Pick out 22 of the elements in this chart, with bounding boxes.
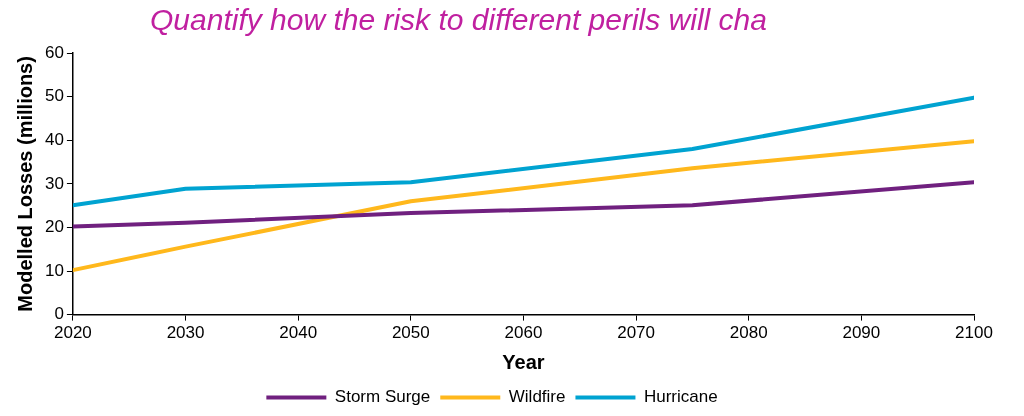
x-tick-label: 2050	[391, 323, 430, 343]
y-tick-label: 50	[44, 86, 64, 106]
legend-label: Storm Surge	[334, 387, 431, 407]
x-tick-label: 2090	[842, 323, 881, 343]
x-tick-label: 2080	[729, 323, 768, 343]
chart-title: Quantify how the risk to different perils will cha	[149, 2, 768, 38]
legend-label: Hurricane	[643, 387, 718, 407]
y-tick-label: 30	[44, 173, 64, 193]
legend-label: Wildfire	[508, 387, 566, 407]
x-axis-title: Year	[502, 350, 545, 373]
y-tick-label: 0	[54, 304, 64, 324]
x-tick-label: 2070	[617, 323, 656, 343]
x-tick-label: 2100	[955, 323, 993, 343]
y-tick-label: 10	[44, 260, 64, 280]
y-axis-title: Modelled Losses (millions)	[13, 56, 36, 312]
y-tick-label: 40	[44, 130, 64, 150]
x-tick-label: 2060	[504, 323, 543, 343]
y-tick-label: 20	[44, 217, 64, 237]
x-tick-label: 2040	[279, 323, 318, 343]
x-tick-label: 2030	[166, 323, 205, 343]
y-tick-label: 60	[44, 42, 64, 62]
x-tick-label: 2020	[54, 323, 92, 343]
